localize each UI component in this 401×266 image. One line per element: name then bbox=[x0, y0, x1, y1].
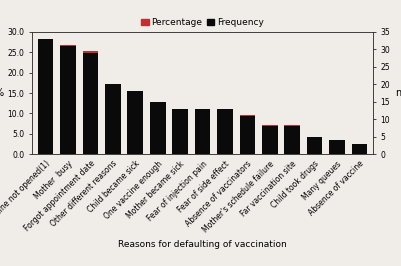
Bar bbox=[262, 126, 277, 154]
Bar bbox=[307, 137, 322, 154]
Bar bbox=[150, 102, 166, 154]
Bar bbox=[38, 39, 53, 154]
Bar bbox=[60, 46, 76, 154]
Legend: Percentage, Frequency: Percentage, Frequency bbox=[138, 14, 267, 31]
Bar bbox=[239, 115, 255, 116]
Bar bbox=[239, 116, 255, 154]
Bar bbox=[83, 53, 98, 154]
X-axis label: Reasons for defaulting of vaccination: Reasons for defaulting of vaccination bbox=[118, 240, 287, 248]
Y-axis label: n: n bbox=[395, 88, 401, 98]
Bar bbox=[262, 125, 277, 126]
Bar bbox=[352, 144, 367, 154]
Bar bbox=[128, 91, 143, 154]
Bar bbox=[105, 84, 121, 154]
Bar bbox=[60, 45, 76, 46]
Bar bbox=[83, 52, 98, 53]
Bar bbox=[194, 109, 211, 154]
Bar bbox=[217, 109, 233, 154]
Bar bbox=[172, 109, 188, 154]
Bar bbox=[284, 126, 300, 154]
Bar bbox=[329, 140, 345, 154]
Y-axis label: %: % bbox=[0, 88, 4, 98]
Bar bbox=[284, 125, 300, 126]
